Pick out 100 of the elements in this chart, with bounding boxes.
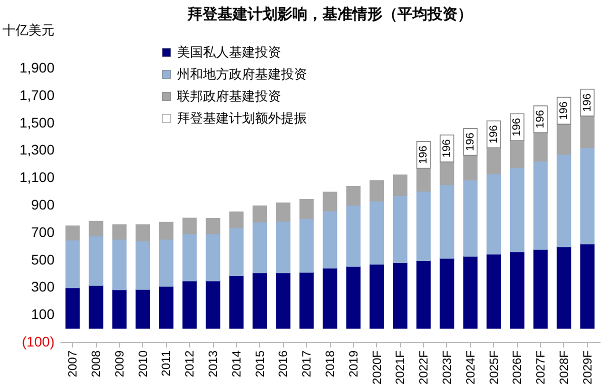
bar (370, 200, 384, 265)
bar (393, 174, 408, 196)
bar (486, 254, 501, 329)
bar (486, 174, 501, 254)
x-tick-label: 2021F (393, 350, 408, 385)
bar (440, 184, 454, 259)
bar (88, 285, 104, 329)
bar (416, 260, 431, 329)
legend-label: 拜登基建计划额外提振 (177, 112, 307, 126)
bar (252, 222, 267, 274)
data-label: 196 (464, 132, 476, 152)
bar (65, 240, 80, 288)
bar (182, 233, 197, 282)
data-label: 196 (534, 110, 547, 128)
x-tick-label: 2013 (206, 350, 220, 378)
bar (299, 198, 314, 219)
bar (440, 161, 454, 186)
bar (556, 154, 572, 248)
bar (486, 147, 501, 174)
x-tick-label: 2008 (89, 350, 104, 378)
bar (322, 192, 338, 212)
bar (370, 180, 384, 202)
data-label: 196 (511, 118, 524, 136)
legend-label: 联邦政府基建投资 (177, 88, 281, 104)
bar (322, 210, 338, 269)
bar (556, 246, 572, 329)
bar (159, 286, 174, 329)
bar (416, 190, 431, 262)
bar (370, 264, 384, 329)
bar (182, 280, 197, 329)
bar (322, 268, 338, 329)
y-tick-label: 300 (31, 278, 55, 295)
legend-label: 州和地方政府基建投资 (177, 66, 307, 82)
bar (112, 289, 127, 329)
bar (580, 147, 595, 244)
data-label: 196 (418, 146, 430, 164)
x-tick-label: 2024F (463, 350, 478, 385)
x-tick-label: 2007 (66, 350, 80, 378)
bar (463, 154, 478, 180)
x-tick-label: 2023F (440, 350, 454, 385)
bar (252, 206, 267, 222)
y-tick-label: 100 (31, 306, 55, 322)
bar (533, 160, 548, 250)
x-tick-label: 2020F (370, 350, 384, 385)
bar (136, 289, 150, 329)
x-tick-label: 2025F (486, 350, 501, 385)
bar (276, 272, 290, 329)
bar (229, 275, 244, 329)
x-tick-label: 2014 (229, 350, 244, 378)
bar (393, 262, 408, 329)
bar (556, 124, 572, 155)
data-label: 196 (440, 139, 453, 158)
x-tick-label: 2012 (182, 350, 197, 378)
y-tick-label: 500 (31, 251, 55, 268)
data-label: 196 (488, 125, 500, 144)
bar (229, 227, 244, 276)
y-tick-label: 1,700 (19, 86, 55, 103)
data-label: 196 (581, 93, 594, 112)
y-tick-label: 1,900 (19, 60, 55, 76)
bar (112, 238, 127, 290)
x-tick-label: 2017 (300, 350, 314, 378)
y-tick-label: 700 (31, 224, 55, 240)
x-tick-label: 2018 (323, 350, 337, 378)
bar (276, 220, 290, 274)
bar (510, 140, 524, 168)
bar (276, 202, 290, 222)
bar (229, 211, 244, 228)
bar (510, 167, 524, 252)
bar (159, 238, 174, 287)
x-tick-label: 2022F (416, 350, 431, 385)
x-tick-label: 2028F (556, 350, 571, 385)
bar (440, 258, 454, 329)
bar (88, 220, 104, 236)
y-tick-label: 1,100 (19, 169, 55, 186)
bar (463, 179, 478, 257)
bar (463, 256, 478, 329)
bar (206, 218, 220, 234)
bar (182, 218, 197, 234)
x-tick-label: 2016 (276, 350, 290, 378)
bar (136, 224, 150, 242)
x-tick-label: 2010 (136, 350, 150, 378)
bar (159, 222, 174, 240)
bar (112, 224, 127, 240)
bar (346, 266, 361, 329)
x-tick-label: 2019 (346, 350, 360, 378)
legend-label: 美国私人基建投资 (177, 44, 281, 60)
bar (206, 280, 220, 329)
bar (299, 272, 314, 329)
bar (346, 204, 361, 267)
bar (346, 186, 361, 206)
x-tick-label: 2029F (580, 350, 594, 385)
data-label: 196 (558, 102, 570, 120)
x-tick-label: 2015 (252, 350, 267, 378)
y-tick-label: 1,500 (19, 114, 55, 130)
x-tick-label: 2026F (510, 350, 524, 385)
bar (65, 287, 80, 329)
bar (533, 249, 548, 329)
bar (65, 226, 80, 240)
chart-title: 拜登基建计划影响，基准情形（平均投资） (186, 5, 472, 23)
bar (580, 116, 595, 148)
